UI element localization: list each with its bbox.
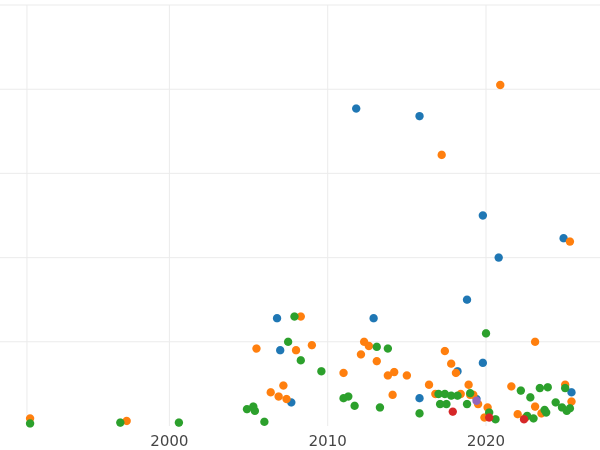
data-point <box>535 383 545 393</box>
data-point <box>464 380 473 389</box>
data-point <box>559 234 568 243</box>
data-points <box>25 80 576 428</box>
data-point <box>296 356 305 365</box>
data-point <box>446 391 456 400</box>
data-point <box>352 104 361 113</box>
data-point <box>279 381 288 390</box>
data-point <box>491 415 500 424</box>
data-point <box>453 391 462 400</box>
data-point <box>481 329 491 338</box>
data-point <box>266 388 275 397</box>
data-point <box>478 358 488 368</box>
data-point <box>389 367 399 377</box>
data-point <box>440 389 450 399</box>
data-point <box>344 392 353 401</box>
data-point <box>424 380 434 389</box>
data-point <box>513 410 522 419</box>
data-point <box>388 390 397 400</box>
data-point <box>451 368 461 378</box>
grid-lines <box>0 4 600 426</box>
x-tick-labels: 2000 2010 2020 <box>150 432 505 450</box>
x-tick-label: 2000 <box>150 432 188 450</box>
data-point <box>274 392 283 401</box>
data-point <box>372 342 381 352</box>
data-point <box>260 417 269 426</box>
data-point <box>462 295 472 304</box>
data-point <box>174 418 184 427</box>
data-point <box>434 389 443 399</box>
data-point <box>519 415 529 424</box>
data-point <box>496 80 505 90</box>
data-point <box>565 237 575 246</box>
data-point <box>122 416 131 426</box>
data-point <box>250 406 260 416</box>
data-point <box>435 399 445 409</box>
data-point <box>356 350 366 359</box>
data-point <box>446 359 456 368</box>
data-point <box>462 399 472 409</box>
data-point <box>541 408 551 417</box>
data-point <box>442 399 451 409</box>
x-tick-label: 2010 <box>309 432 347 450</box>
data-point <box>567 397 576 406</box>
data-point <box>448 407 457 416</box>
data-point <box>25 419 35 428</box>
data-point <box>472 396 481 405</box>
data-point <box>437 150 446 160</box>
data-point <box>415 409 424 418</box>
data-point <box>364 341 374 351</box>
data-point <box>116 418 125 427</box>
data-point <box>567 388 576 397</box>
data-point <box>350 401 359 410</box>
data-point <box>252 344 261 353</box>
data-point <box>290 312 299 321</box>
data-point <box>383 371 393 380</box>
data-point <box>339 368 348 378</box>
data-point <box>478 211 488 220</box>
data-point <box>242 404 252 414</box>
data-point <box>283 337 293 346</box>
data-point <box>543 383 552 392</box>
data-point <box>372 356 381 366</box>
data-point <box>465 388 475 398</box>
data-point <box>291 346 301 355</box>
data-point <box>507 382 516 391</box>
data-point <box>282 394 291 404</box>
data-point <box>526 393 535 402</box>
data-point <box>307 340 317 350</box>
data-point <box>317 367 326 376</box>
data-point <box>272 314 282 323</box>
data-point <box>415 394 424 403</box>
data-point <box>415 111 424 121</box>
data-point <box>530 402 540 411</box>
data-point <box>383 344 393 353</box>
data-point <box>484 413 494 422</box>
data-point <box>494 253 503 262</box>
data-point <box>440 346 450 356</box>
data-point <box>529 414 538 423</box>
data-point <box>551 398 560 407</box>
data-point <box>375 403 385 412</box>
data-point <box>276 346 285 355</box>
data-point <box>565 404 575 413</box>
data-point <box>516 386 526 395</box>
data-point <box>296 312 305 321</box>
data-point <box>530 337 540 346</box>
data-point <box>369 314 378 323</box>
data-point <box>402 371 412 380</box>
x-tick-label: 2020 <box>467 432 505 450</box>
data-point <box>560 383 570 393</box>
